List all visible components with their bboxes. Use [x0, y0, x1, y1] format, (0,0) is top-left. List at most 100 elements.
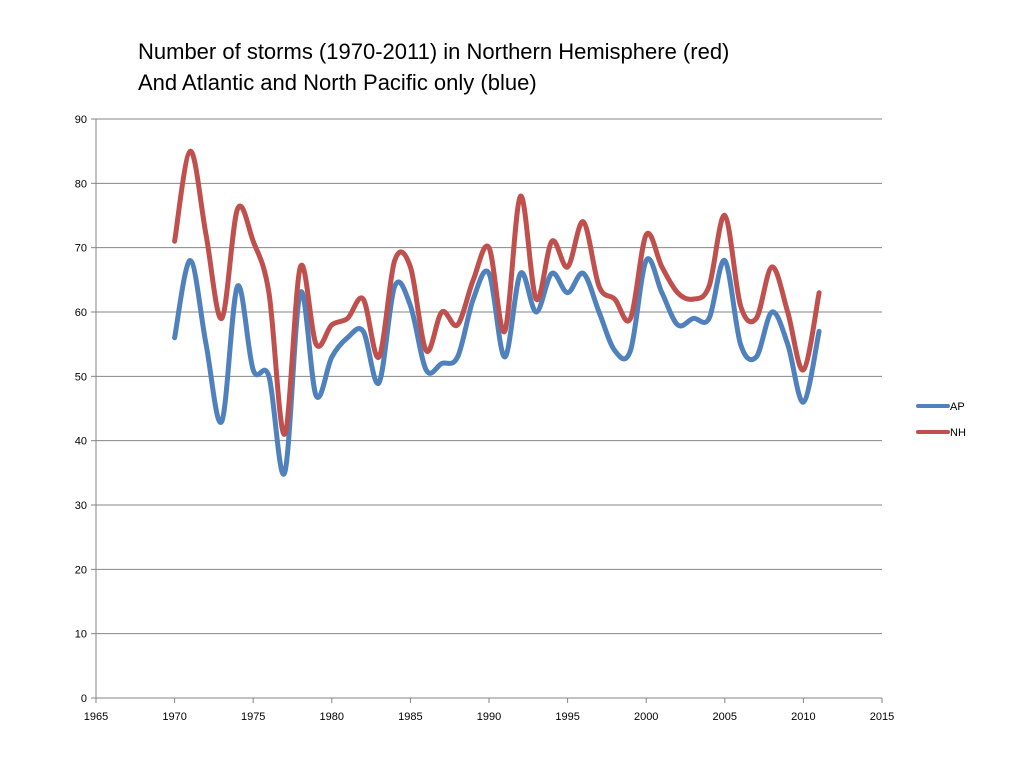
- axes: 0 10 20 30 40 50 60 70 80 90 1965 1970 1975 1980 1985 1…: [75, 114, 894, 723]
- data-point-nh: [345, 316, 350, 321]
- data-point-nh: [172, 239, 177, 244]
- legend-item-nh: NH: [916, 427, 966, 439]
- series-nh: [172, 148, 822, 437]
- data-point-ap: [691, 316, 696, 321]
- y-tick-label: 70: [75, 243, 87, 255]
- data-point-nh: [785, 310, 790, 315]
- data-point-ap: [817, 329, 822, 334]
- data-point-ap: [314, 393, 319, 398]
- data-point-nh: [424, 348, 429, 353]
- legend-label-nh: NH: [950, 427, 966, 439]
- data-point-nh: [298, 264, 303, 269]
- data-point-nh: [565, 264, 570, 269]
- data-point-nh: [612, 297, 617, 302]
- series-lines: [172, 148, 822, 477]
- data-point-ap: [471, 297, 476, 302]
- data-point-nh: [329, 322, 334, 327]
- data-point-ap: [329, 355, 334, 360]
- data-point-nh: [659, 264, 664, 269]
- data-point-nh: [314, 342, 319, 347]
- legend: AP NH: [916, 401, 966, 439]
- data-point-nh: [534, 297, 539, 302]
- data-point-ap: [565, 290, 570, 295]
- data-point-nh: [549, 239, 554, 244]
- data-point-nh: [769, 264, 774, 269]
- data-point-ap: [361, 329, 366, 334]
- data-point-ap: [219, 419, 224, 424]
- data-point-nh: [204, 232, 209, 237]
- y-tick-label: 50: [75, 371, 87, 383]
- x-tick-label: 2005: [713, 711, 737, 723]
- data-point-nh: [675, 290, 680, 295]
- data-point-ap: [769, 310, 774, 315]
- data-point-ap: [424, 367, 429, 372]
- data-point-nh: [361, 297, 366, 302]
- data-point-ap: [612, 348, 617, 353]
- data-point-nh: [376, 355, 381, 360]
- data-point-nh: [219, 316, 224, 321]
- x-tick-label: 1970: [162, 711, 186, 723]
- data-point-nh: [597, 284, 602, 289]
- data-point-ap: [251, 367, 256, 372]
- data-point-ap: [628, 348, 633, 353]
- data-point-ap: [659, 290, 664, 295]
- data-point-nh: [518, 194, 523, 199]
- x-tick-label: 1975: [241, 711, 265, 723]
- data-point-nh: [282, 432, 287, 437]
- data-point-ap: [518, 271, 523, 276]
- data-point-nh: [439, 310, 444, 315]
- data-point-ap: [754, 355, 759, 360]
- data-point-nh: [738, 303, 743, 308]
- data-point-nh: [471, 277, 476, 282]
- x-tick-label: 2015: [870, 711, 894, 723]
- data-point-ap: [487, 271, 492, 276]
- y-tick-label: 80: [75, 178, 87, 190]
- data-point-ap: [502, 355, 507, 360]
- data-point-ap: [408, 303, 413, 308]
- x-tick-label: 1990: [477, 711, 501, 723]
- data-point-nh: [266, 290, 271, 295]
- chart-title-line-1: Number of storms (1970-2011) in Northern…: [138, 39, 730, 64]
- data-point-ap: [266, 374, 271, 379]
- data-point-nh: [817, 290, 822, 295]
- data-point-ap: [597, 310, 602, 315]
- data-point-ap: [549, 271, 554, 276]
- x-tick-label: 1985: [398, 711, 422, 723]
- data-point-ap: [282, 470, 287, 475]
- series-line-ap: [172, 256, 822, 477]
- data-point-nh: [408, 264, 413, 269]
- series-ap: [172, 256, 822, 477]
- x-tick-label: 1995: [555, 711, 579, 723]
- x-tick-label: 1980: [320, 711, 344, 723]
- data-point-ap: [785, 342, 790, 347]
- data-point-nh: [235, 207, 240, 212]
- data-point-nh: [487, 245, 492, 250]
- data-point-ap: [534, 310, 539, 315]
- data-point-nh: [691, 297, 696, 302]
- y-tick-label: 10: [75, 629, 87, 641]
- data-point-nh: [707, 284, 712, 289]
- data-point-nh: [455, 322, 460, 327]
- y-tick-label: 20: [75, 564, 87, 576]
- data-point-ap: [172, 335, 177, 340]
- y-tick-label: 40: [75, 436, 87, 448]
- data-point-ap: [801, 400, 806, 405]
- y-tick-label: 90: [75, 114, 87, 126]
- x-tick-label: 2010: [791, 711, 815, 723]
- data-point-nh: [801, 367, 806, 372]
- data-point-ap: [644, 258, 649, 263]
- data-point-ap: [581, 271, 586, 276]
- data-point-nh: [644, 232, 649, 237]
- data-point-ap: [376, 380, 381, 385]
- chart-title-line-2: And Atlantic and North Pacific only (blu…: [138, 70, 537, 95]
- data-point-ap: [392, 284, 397, 289]
- data-point-ap: [439, 361, 444, 366]
- data-point-nh: [754, 316, 759, 321]
- data-point-nh: [251, 239, 256, 244]
- data-point-nh: [581, 219, 586, 224]
- x-tick-label: 1965: [84, 711, 108, 723]
- y-tick-label: 0: [81, 693, 87, 705]
- data-point-ap: [675, 322, 680, 327]
- data-point-nh: [628, 316, 633, 321]
